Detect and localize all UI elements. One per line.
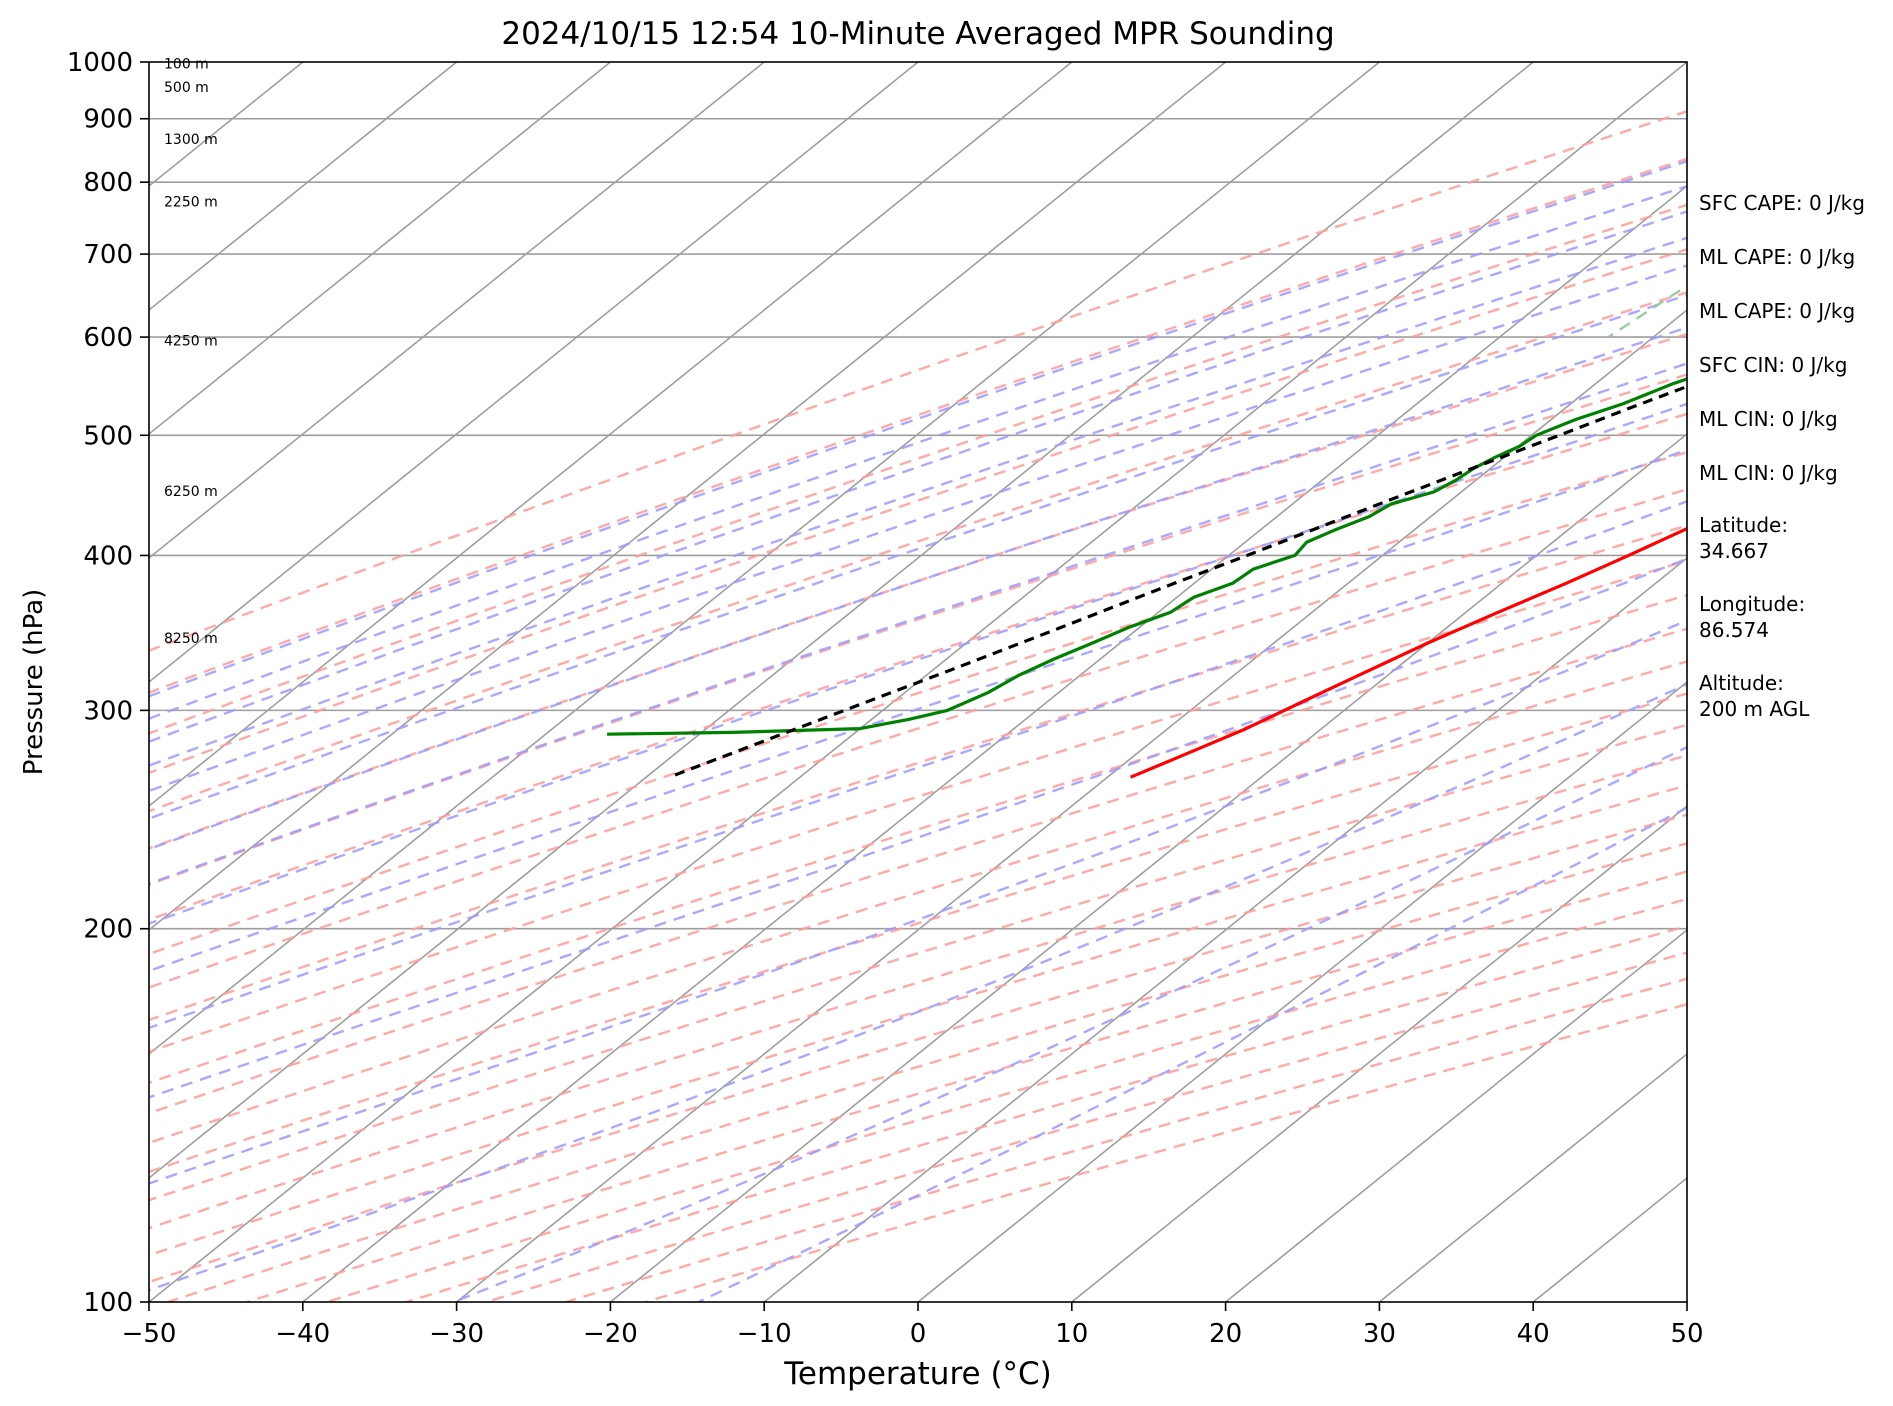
isotherm	[302, 184, 1687, 1302]
index-text: SFC CIN: 0 J/kg	[1699, 353, 1848, 377]
dry-adiabat	[149, 248, 1687, 775]
mixing-ratio-line	[1885, 62, 1893, 337]
parcel-profile	[668, 384, 1687, 779]
moist-adiabat	[149, 159, 1687, 698]
height-label: 2250 m	[164, 194, 218, 210]
height-label: 6250 m	[164, 484, 218, 500]
dry-adiabat	[149, 332, 1687, 850]
sounding-profiles	[607, 377, 1687, 779]
y-tick-label: 600	[83, 323, 133, 353]
moist-adiabat	[149, 557, 1687, 1099]
height-label: 4250 m	[164, 334, 218, 350]
isotherm	[149, 62, 458, 312]
dry-adiabat	[149, 450, 1687, 956]
isotherm	[763, 556, 1687, 1302]
moist-adiabat	[149, 293, 1687, 820]
moist-adiabat	[149, 500, 1687, 1030]
x-tick-label: 30	[1363, 1319, 1396, 1349]
x-tick-label: −30	[429, 1319, 484, 1349]
chart-title: 2024/10/15 12:54 10-Minute Averaged MPR …	[501, 16, 1334, 52]
y-tick-label: 100	[83, 1288, 133, 1318]
isotherm	[609, 432, 1687, 1302]
y-tick-label: 900	[83, 105, 133, 135]
moist-adiabat	[698, 806, 1687, 1302]
dry-adiabat	[149, 291, 1687, 813]
index-text: ML CIN: 0 J/kg	[1699, 461, 1838, 485]
height-label: 500 m	[164, 80, 209, 96]
height-label: 100 m	[164, 57, 209, 73]
isotherm	[149, 62, 1227, 932]
isotherm	[1225, 928, 1687, 1302]
dry-adiabat	[485, 951, 1687, 1302]
dry-adiabat	[149, 593, 1687, 1085]
y-tick-label: 300	[83, 696, 133, 726]
index-text: Latitude: 34.667	[1699, 513, 1789, 563]
x-tick-label: −40	[275, 1319, 330, 1349]
isotherm	[917, 680, 1687, 1302]
dry-adiabat	[149, 412, 1687, 922]
isotherm	[149, 62, 1380, 1056]
isotherm	[1071, 804, 1687, 1302]
isotherm	[149, 62, 1534, 1180]
dry-adiabat	[149, 660, 1687, 1145]
isotherm	[456, 308, 1687, 1302]
dry-adiabat	[149, 524, 1687, 1022]
axis-ticks: −50 −40 −30 −20 −10 0 10 20 30 40 50 100 200 300 400 50…	[67, 48, 1704, 1349]
index-text: SFC CAPE: 0 J/kg	[1699, 191, 1865, 215]
y-tick-label: 800	[83, 168, 133, 198]
y-tick-label: 1000	[67, 48, 133, 78]
height-label: 1300 m	[164, 132, 218, 148]
index-text: ML CAPE: 0 J/kg	[1699, 299, 1856, 323]
x-tick-label: 50	[1670, 1319, 1703, 1349]
isotherm	[149, 62, 765, 560]
x-tick-label: −50	[122, 1319, 177, 1349]
height-label: 8250 m	[164, 631, 218, 647]
y-tick-label: 400	[83, 541, 133, 571]
x-tick-label: −10	[737, 1319, 792, 1349]
moist-adiabat	[149, 362, 1687, 885]
dry-adiabat	[149, 813, 1687, 1284]
dry-adiabat	[149, 110, 1687, 652]
isotherm	[149, 62, 611, 436]
index-text: Altitude: 200 m AGL	[1699, 671, 1810, 721]
index-text: ML CIN: 0 J/kg	[1699, 407, 1838, 431]
x-tick-label: 40	[1517, 1319, 1550, 1349]
moist-adiabat	[453, 745, 1687, 1302]
y-tick-label: 200	[83, 915, 133, 945]
dry-adiabat	[149, 692, 1687, 1174]
isotherm	[149, 62, 1073, 808]
x-tick-label: 20	[1209, 1319, 1242, 1349]
index-text: Longitude: 86.574	[1699, 592, 1806, 642]
temperature-profile	[1129, 526, 1687, 779]
y-tick-label: 500	[83, 421, 133, 451]
dewpoint-profile	[607, 377, 1687, 736]
isotherm	[1378, 1052, 1687, 1302]
isotherm	[149, 62, 919, 684]
background-lines	[149, 62, 1893, 1302]
x-axis-label: Temperature (°C)	[783, 1356, 1052, 1392]
y-tick-label: 700	[83, 240, 133, 270]
y-axis-label: Pressure (hPa)	[19, 589, 49, 776]
moist-adiabat	[149, 264, 1687, 793]
x-tick-label: −20	[583, 1319, 638, 1349]
x-tick-label: 0	[910, 1319, 927, 1349]
dry-adiabat	[167, 842, 1687, 1302]
x-tick-label: 10	[1055, 1319, 1088, 1349]
dry-adiabat	[149, 203, 1687, 735]
height-labels: 100 m 500 m 1300 m 2250 m 4250 m 6250 m 8250 m	[164, 57, 218, 648]
dry-adiabat	[149, 754, 1687, 1230]
index-text: ML CAPE: 0 J/kg	[1699, 245, 1856, 269]
